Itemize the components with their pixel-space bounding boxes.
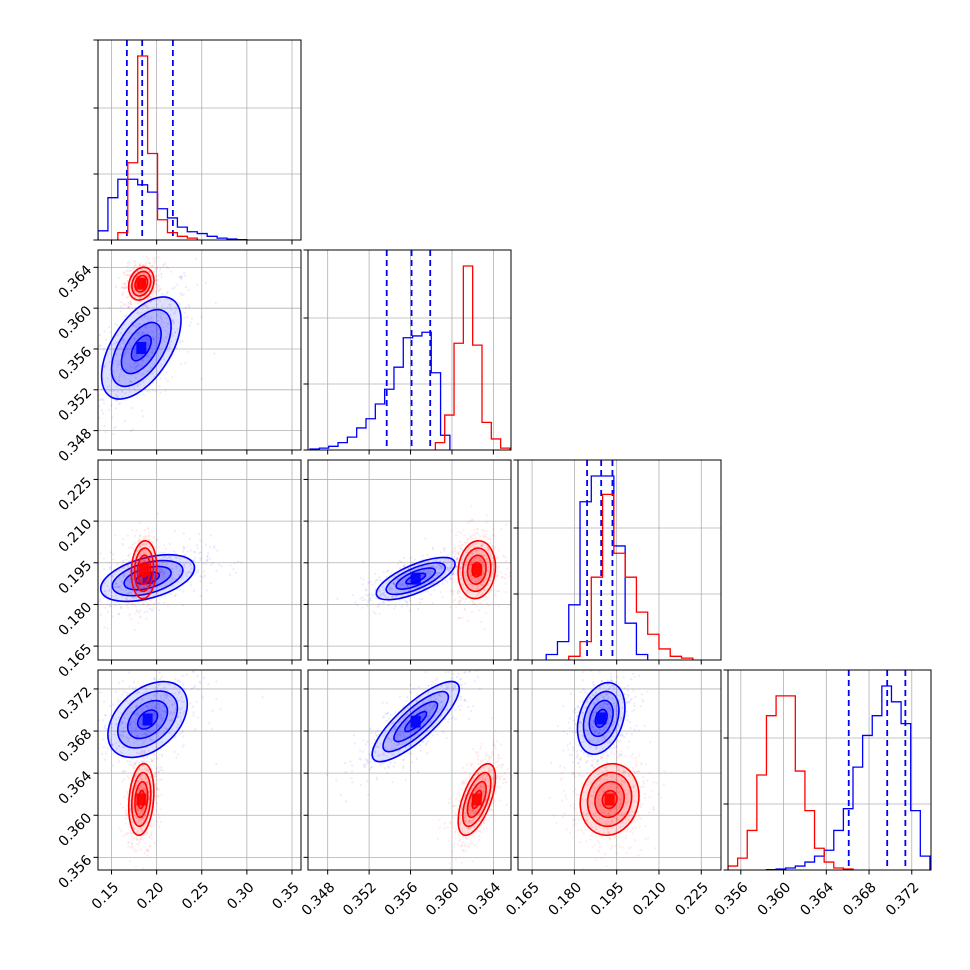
blue-histogram xyxy=(309,331,451,450)
x-tick-label: 0.364 xyxy=(797,879,837,919)
panel-2-2 xyxy=(513,459,722,665)
y-tick-label: 0.368 xyxy=(56,726,96,766)
red-peak xyxy=(604,793,615,806)
blue-histogram xyxy=(765,685,931,870)
x-tick-label: 0.352 xyxy=(340,879,380,919)
gridlines xyxy=(518,670,721,870)
x-tick-label: 0.165 xyxy=(503,879,543,919)
x-tick-label: 0.356 xyxy=(712,879,752,919)
x-tick-label: 0.368 xyxy=(840,879,880,919)
x-tick-label: 0.225 xyxy=(672,879,712,919)
blue-peak xyxy=(142,713,153,726)
blue-histogram xyxy=(98,178,248,240)
y-tick-label: 0.360 xyxy=(56,303,96,343)
panel-1-1 xyxy=(303,249,512,455)
blue-peak xyxy=(136,342,147,354)
y-tick-label: 0.225 xyxy=(56,474,96,514)
y-tick-label: 0.210 xyxy=(56,516,96,556)
y-tick-label: 0.165 xyxy=(56,641,96,681)
gridlines xyxy=(308,460,511,660)
x-tick-label: 0.348 xyxy=(299,879,339,919)
blue-histogram xyxy=(545,475,649,660)
red-histogram xyxy=(568,493,694,660)
red-peak xyxy=(139,563,149,576)
y-tick-label: 0.180 xyxy=(56,599,96,639)
gridlines xyxy=(98,460,301,660)
panel-0-0 xyxy=(93,39,302,245)
red-histogram xyxy=(434,265,511,450)
red-histogram xyxy=(728,695,854,870)
y-tick-label: 0.372 xyxy=(56,684,96,724)
x-tick-label: 0.356 xyxy=(382,879,422,919)
gridlines xyxy=(98,40,301,240)
panel-3-0: 0.15 0.20 0.25 0.30 0.350.3560.3600.3640.368… xyxy=(56,669,303,913)
red-histogram xyxy=(117,55,198,240)
y-tick-label: 0.352 xyxy=(56,385,96,425)
x-tick-label: 0.210 xyxy=(630,879,670,919)
y-tick-label: 0.348 xyxy=(56,426,96,466)
blue-peak xyxy=(410,715,421,728)
y-tick-label: 0.356 xyxy=(56,852,96,892)
x-tick-label: 0.372 xyxy=(883,879,923,919)
x-tick-label: 0.30 xyxy=(224,879,257,912)
gridlines xyxy=(98,670,301,870)
y-tick-label: 0.356 xyxy=(56,344,96,384)
panel-3-1: 0.348 0.352 0.356 0.360 0.364 xyxy=(299,669,512,919)
y-tick-label: 0.195 xyxy=(56,558,96,598)
blue-peak xyxy=(596,712,607,725)
x-tick-label: 0.360 xyxy=(423,879,463,919)
blue-peak xyxy=(142,572,153,585)
y-tick-label: 0.360 xyxy=(56,810,96,850)
blue-samples xyxy=(550,670,646,786)
red-peak xyxy=(136,793,147,806)
gridlines xyxy=(728,670,931,870)
x-tick-label: 0.360 xyxy=(755,879,795,919)
x-tick-label: 0.195 xyxy=(588,879,628,919)
red-peak xyxy=(471,793,482,806)
x-tick-label: 0.180 xyxy=(545,879,585,919)
gridlines xyxy=(518,460,721,660)
y-tick-label: 0.364 xyxy=(56,262,96,302)
gridlines xyxy=(308,250,511,450)
x-tick-label: 0.15 xyxy=(89,879,122,912)
red-peak xyxy=(471,563,482,576)
panel-3-2: 0.165 0.180 0.195 0.210 0.225 xyxy=(503,669,722,919)
red-peak xyxy=(136,277,147,290)
panel-3-3: 0.356 0.360 0.364 0.368 0.372 xyxy=(712,669,932,919)
x-tick-label: 0.364 xyxy=(464,879,504,919)
x-tick-label: 0.25 xyxy=(179,879,212,912)
panel-2-1 xyxy=(303,459,512,665)
blue-peak xyxy=(410,572,421,585)
y-tick-label: 0.364 xyxy=(56,768,96,808)
x-tick-label: 0.20 xyxy=(134,879,167,912)
